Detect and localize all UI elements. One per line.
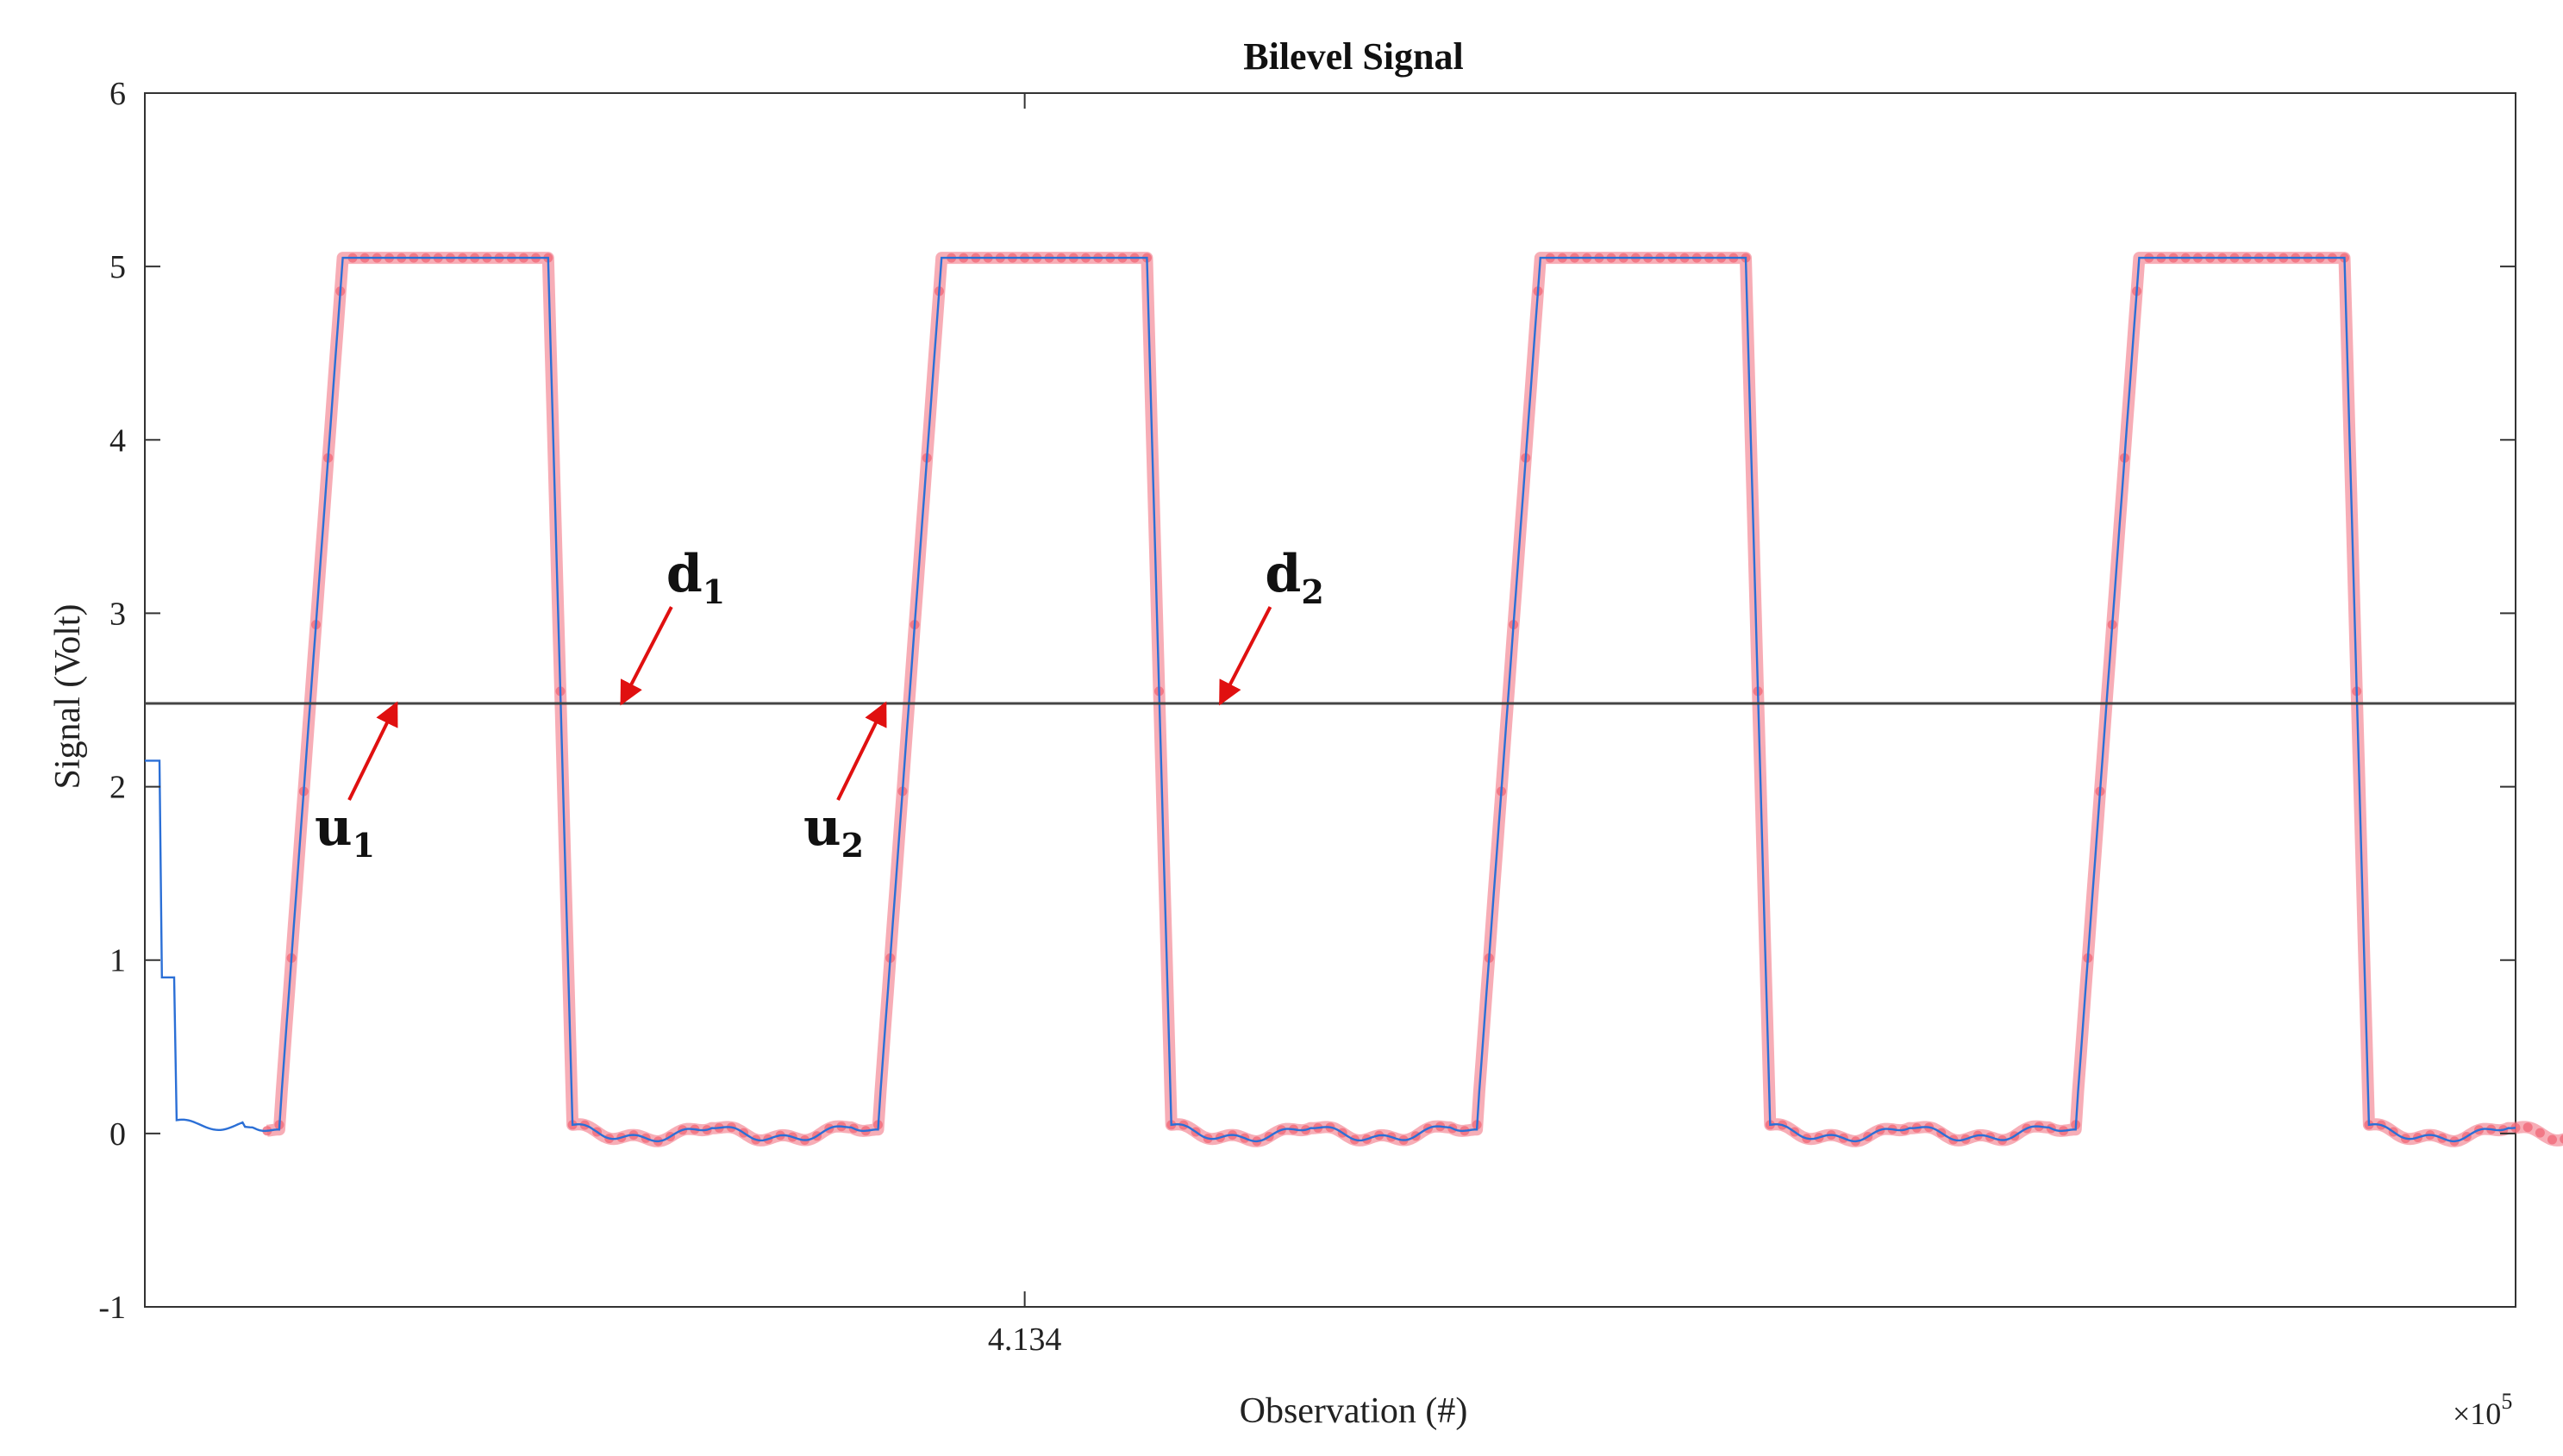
crossing-annotations: u1d1u2d2uidi <box>315 544 1324 865</box>
signal-sample-marker <box>2522 1122 2533 1133</box>
y-tick-label: 3 <box>109 596 126 632</box>
highlighted-signal-band <box>263 252 2563 1147</box>
x-axis-label: Observation (#) <box>1240 1391 1468 1431</box>
raw-signal-line <box>145 256 2516 1143</box>
y-tick-label: 4 <box>109 422 126 459</box>
x-tick-label: 4.134 <box>988 1322 1062 1358</box>
annotation-label: u1 <box>315 797 375 865</box>
annotation-label: d2 <box>1265 544 1323 611</box>
annotation-subscript: 2 <box>1301 572 1323 611</box>
annotation-subscript: 1 <box>353 826 375 865</box>
axis-ticks: 4.1344.1354.1364.1374.1384.1394.14-10123… <box>98 76 2516 1358</box>
plot-area-frame <box>144 92 2516 1308</box>
y-tick-label: 1 <box>109 943 126 979</box>
annotation-arrow <box>620 606 673 706</box>
signal-sample-marker <box>2560 1134 2563 1144</box>
annotation-arrow <box>836 701 887 801</box>
highlighted-signal-layer <box>262 252 2563 1147</box>
annotation-main-text: d <box>1265 544 1301 604</box>
annotation-subscript: 1 <box>703 572 725 611</box>
y-tick-label: -1 <box>98 1290 126 1326</box>
annotation-main-text: u <box>803 797 841 858</box>
x-axis-exponent: ×105 <box>2453 1389 2512 1431</box>
annotation-label: d1 <box>666 544 725 611</box>
annotation-subscript: 2 <box>841 826 864 865</box>
annotation-label: u2 <box>803 797 864 865</box>
y-axis-label: Signal (Volt) <box>48 603 88 789</box>
signal-sample-marker <box>2535 1128 2545 1138</box>
raw-signal-layer <box>145 256 2516 1143</box>
y-tick-label: 6 <box>109 76 126 112</box>
signal-sample-marker <box>2547 1134 2557 1145</box>
y-tick-label: 2 <box>109 770 126 806</box>
annotation-arrow <box>347 701 398 801</box>
x-axis-exponent-base: ×10 <box>2453 1397 2501 1431</box>
y-tick-label: 5 <box>109 249 126 285</box>
annotation-main-text: u <box>315 797 353 858</box>
y-tick-label: 0 <box>109 1116 126 1153</box>
chart-title: Bilevel Signal <box>1243 35 1463 78</box>
annotation-main-text: d <box>666 544 703 604</box>
annotation-arrow <box>1218 606 1272 706</box>
x-axis-exponent-power: 5 <box>2501 1389 2512 1414</box>
